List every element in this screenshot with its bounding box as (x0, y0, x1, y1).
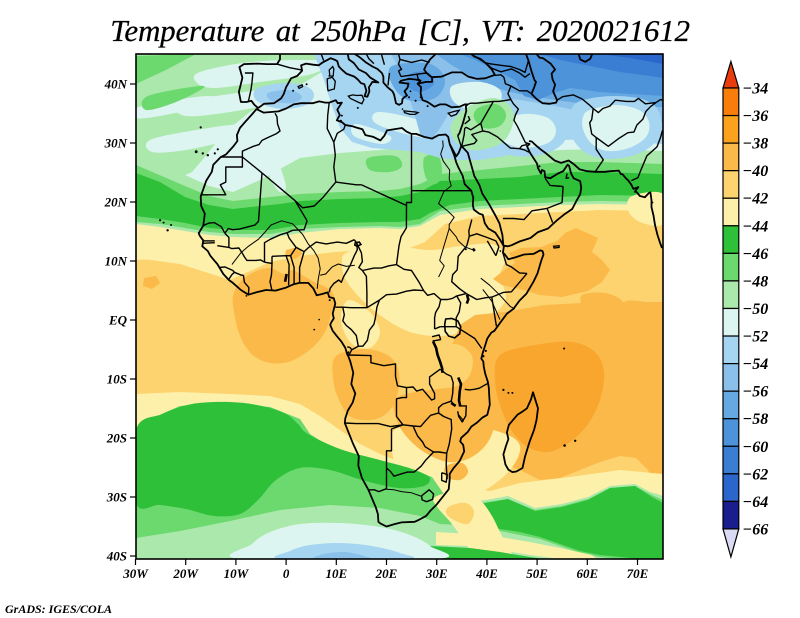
svg-text:30S: 30S (106, 490, 127, 505)
svg-text:30N: 30N (104, 136, 128, 151)
svg-text:20W: 20W (172, 566, 199, 581)
svg-text:30W: 30W (122, 566, 149, 581)
svg-text:40E: 40E (475, 566, 498, 581)
svg-text:70E: 70E (627, 566, 649, 581)
svg-text:−66: −66 (743, 521, 769, 538)
svg-text:20S: 20S (106, 431, 127, 446)
svg-text:−50: −50 (743, 301, 769, 318)
svg-text:−46: −46 (743, 246, 769, 263)
svg-text:10W: 10W (224, 566, 250, 581)
svg-text:EQ: EQ (108, 313, 128, 328)
svg-text:10E: 10E (325, 566, 347, 581)
svg-text:10S: 10S (107, 372, 127, 387)
svg-text:40S: 40S (106, 549, 127, 564)
svg-text:20E: 20E (375, 566, 398, 581)
svg-text:50E: 50E (526, 566, 548, 581)
svg-text:−34: −34 (743, 81, 769, 98)
svg-text:0: 0 (283, 566, 290, 581)
svg-text:30E: 30E (425, 566, 448, 581)
svg-text:20N: 20N (104, 195, 128, 210)
svg-text:−64: −64 (743, 494, 769, 511)
svg-text:−38: −38 (743, 136, 769, 153)
svg-text:−40: −40 (743, 163, 769, 180)
svg-text:−36: −36 (743, 108, 769, 125)
svg-text:−52: −52 (743, 329, 769, 346)
svg-text:40N: 40N (104, 77, 128, 92)
svg-text:−42: −42 (743, 191, 769, 208)
svg-text:−60: −60 (743, 439, 769, 456)
svg-text:−56: −56 (743, 384, 769, 401)
svg-text:−44: −44 (743, 218, 769, 235)
svg-text:−48: −48 (743, 273, 769, 290)
svg-text:−58: −58 (743, 411, 769, 428)
svg-text:10N: 10N (105, 254, 128, 269)
svg-text:60E: 60E (576, 566, 598, 581)
svg-text:−62: −62 (743, 466, 769, 483)
svg-text:−54: −54 (743, 356, 769, 373)
